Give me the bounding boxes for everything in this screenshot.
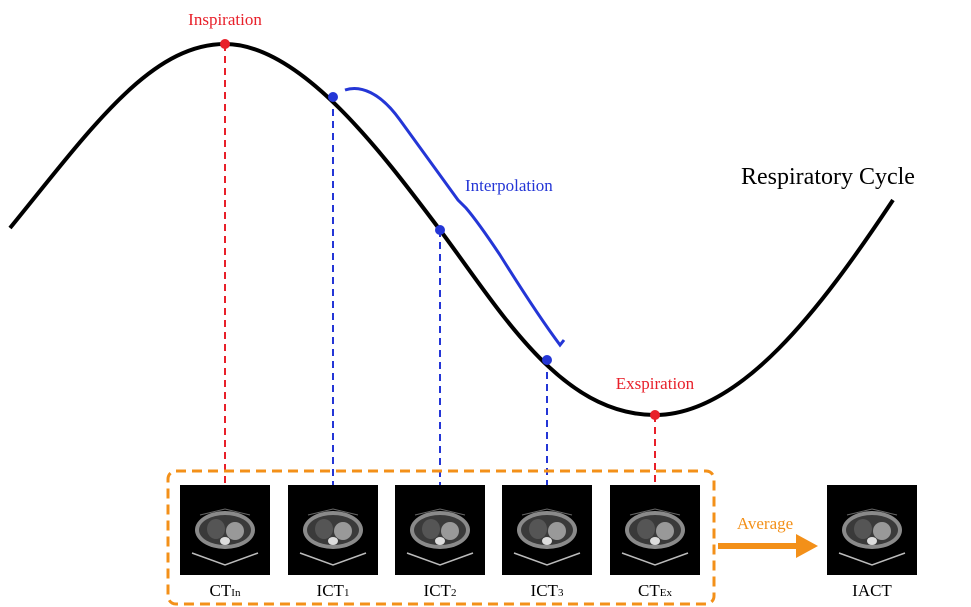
caption: ICT1 (317, 581, 350, 600)
point (435, 225, 445, 235)
caption: CTEx (638, 581, 672, 600)
iact-image (827, 485, 917, 575)
label: Inspiration (188, 10, 262, 29)
diagram: Inspiration Interpolation Respiratory Cy… (0, 0, 971, 607)
caption: ICT3 (531, 581, 564, 600)
ct-image (502, 485, 592, 575)
label: Interpolation (465, 176, 553, 195)
point (542, 355, 552, 365)
ct-image (180, 485, 270, 575)
ct-image (288, 485, 378, 575)
projection-lines (225, 44, 655, 485)
label: Average (737, 514, 793, 533)
caption: CTIn (210, 581, 241, 600)
ct-image (610, 485, 700, 575)
brace (345, 89, 564, 345)
point (650, 410, 660, 420)
arrow-head (796, 534, 818, 558)
ct-image (395, 485, 485, 575)
respiratory-curve (10, 44, 893, 415)
label: Exspiration (616, 374, 695, 393)
label: Respiratory Cycle (741, 164, 915, 190)
point (220, 39, 230, 49)
caption: ICT2 (424, 581, 457, 600)
point (328, 92, 338, 102)
caption: IACT (852, 581, 892, 600)
